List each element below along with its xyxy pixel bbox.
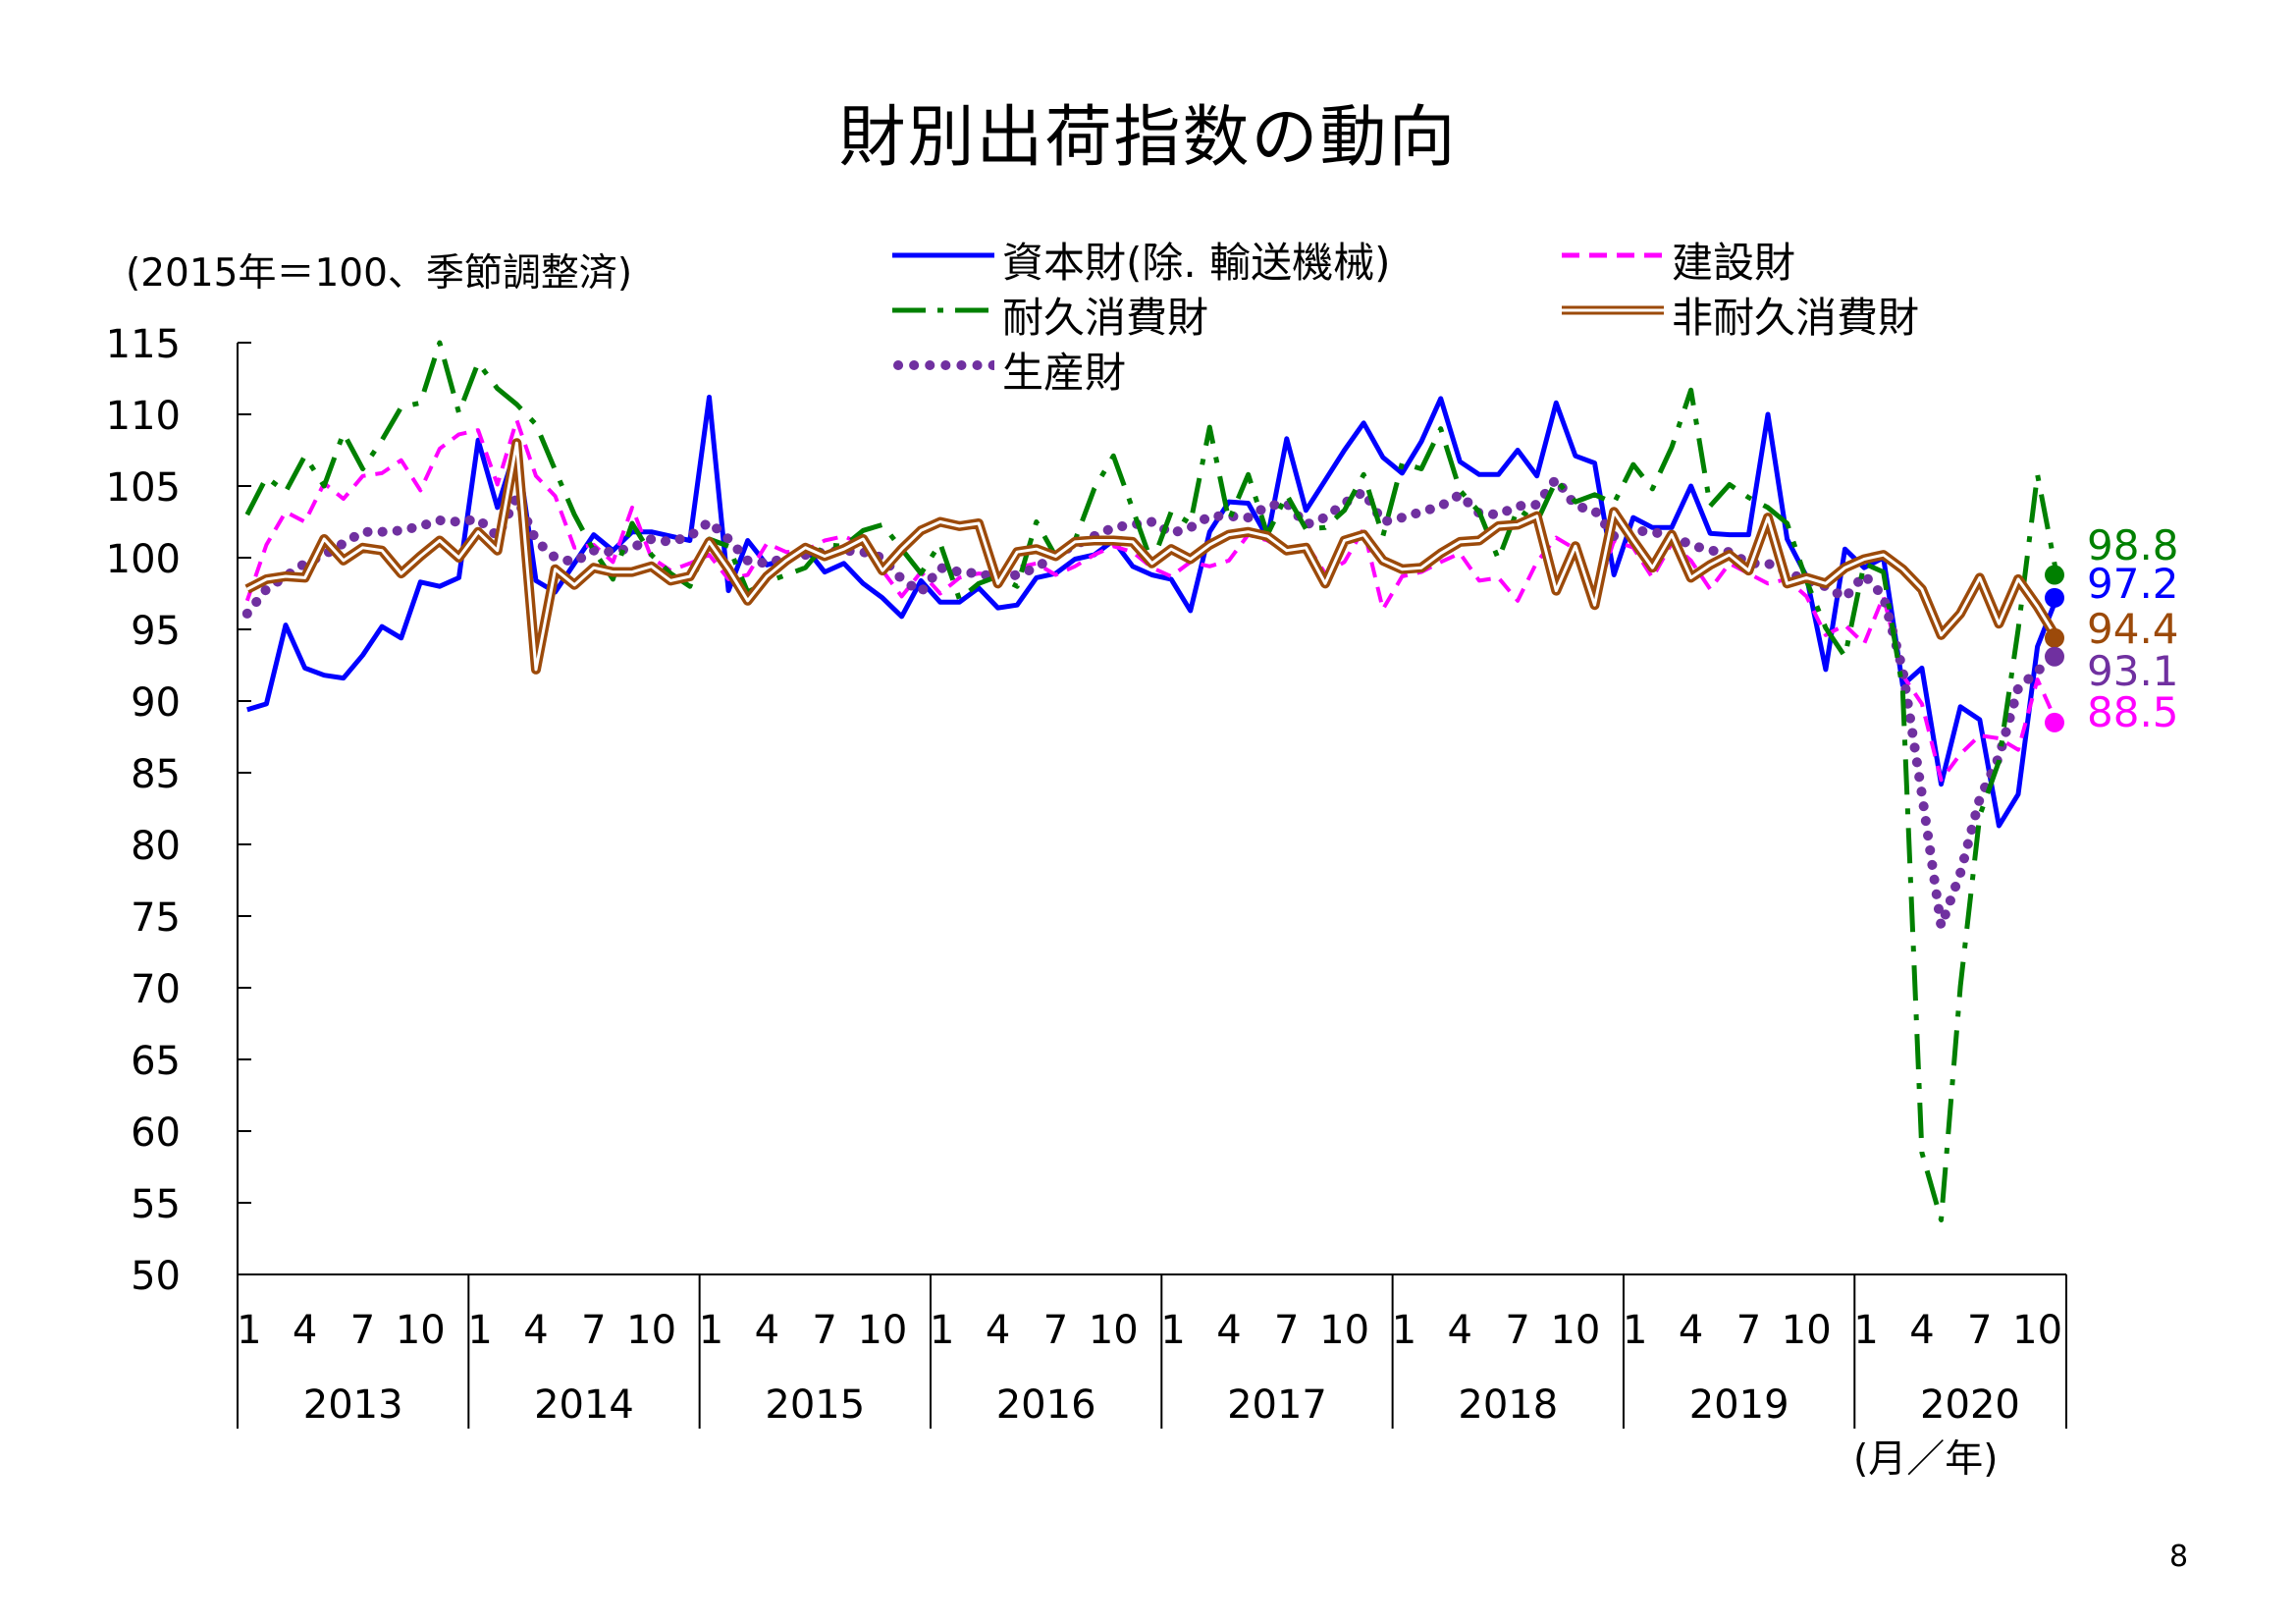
legend-label-nondurable-consumer-goods: 非耐久消費財 — [1672, 294, 1920, 342]
series-3-line-inner — [246, 441, 2058, 672]
series-0-end-label: 97.2 — [2087, 560, 2179, 608]
y-tick-label: 75 — [131, 895, 181, 941]
legend-item-durable-consumer-goods: 耐久消費財 — [892, 285, 1209, 345]
y-tick-label: 60 — [131, 1110, 181, 1156]
legend-label-durable-consumer-goods: 耐久消費財 — [1002, 294, 1209, 342]
y-tick-label: 70 — [131, 967, 181, 1012]
series-4-line — [241, 473, 2062, 932]
x-year-label: 2020 — [1920, 1382, 2020, 1428]
legend-item-producer-goods: 生産財 — [893, 340, 1127, 400]
y-tick-label: 85 — [131, 752, 181, 797]
x-month-tick-label: 7 — [1274, 1308, 1299, 1353]
x-year-label: 2013 — [303, 1382, 403, 1428]
series-4-end-label: 93.1 — [2087, 647, 2179, 695]
x-month-tick-label: 4 — [523, 1308, 548, 1353]
x-year-label: 2019 — [1689, 1382, 1789, 1428]
x-month-tick-label: 4 — [755, 1308, 779, 1353]
legend-label-producer-goods: 生産財 — [1002, 349, 1127, 397]
y-tick-label: 90 — [131, 680, 181, 726]
y-tick-label: 115 — [106, 322, 181, 367]
y-tick-label: 80 — [131, 824, 181, 869]
x-month-tick-label: 4 — [293, 1308, 317, 1353]
y-tick-label: 50 — [131, 1254, 181, 1299]
legend-swatch-nondurable-consumer-goods — [1562, 305, 1664, 315]
y-tick-label: 105 — [106, 465, 181, 511]
series-2-end-label: 98.8 — [2087, 521, 2179, 569]
x-month-tick-label: 4 — [1448, 1308, 1472, 1353]
x-month-tick-label: 1 — [1392, 1308, 1416, 1353]
x-month-tick-label: 10 — [1319, 1308, 1369, 1353]
x-month-tick-label: 1 — [1160, 1308, 1185, 1353]
y-tick-label: 65 — [131, 1039, 181, 1084]
legend-item-capital-goods: 資本財(除. 輸送機械) — [892, 230, 1391, 290]
legend-label-construction-goods: 建設財 — [1672, 239, 1796, 287]
y-axis-unit-label: (2015年＝100、季節調整済) — [126, 251, 633, 296]
x-month-tick-label: 10 — [857, 1308, 907, 1353]
x-month-tick-label: 7 — [812, 1308, 836, 1353]
x-month-tick-label: 10 — [1089, 1308, 1139, 1353]
legend-item-construction-goods: 建設財 — [1562, 230, 1796, 290]
legend-item-nondurable-consumer-goods: 非耐久消費財 — [1562, 285, 1920, 345]
x-month-tick-label: 1 — [237, 1308, 261, 1353]
series-2-end-marker — [2045, 565, 2064, 585]
x-year-label: 2014 — [534, 1382, 634, 1428]
x-year-label: 2016 — [996, 1382, 1096, 1428]
x-year-label: 2017 — [1227, 1382, 1327, 1428]
x-month-tick-label: 7 — [1736, 1308, 1761, 1353]
x-month-tick-label: 10 — [396, 1308, 446, 1353]
x-month-tick-label: 4 — [986, 1308, 1010, 1353]
x-month-tick-label: 1 — [699, 1308, 723, 1353]
legend-label-capital-goods: 資本財(除. 輸送機械) — [1002, 239, 1391, 287]
x-month-tick-label: 7 — [1043, 1308, 1068, 1353]
chart-title: 財別出荷指数の動向 — [838, 99, 1458, 177]
x-year-label: 2015 — [765, 1382, 865, 1428]
x-month-tick-label: 7 — [350, 1308, 375, 1353]
series-1-end-marker — [2045, 712, 2064, 732]
x-axis-unit-label: (月／年) — [1853, 1437, 1999, 1482]
series-3-end-marker — [2045, 627, 2064, 648]
x-month-tick-label: 10 — [1550, 1308, 1600, 1353]
x-month-tick-label: 1 — [467, 1308, 492, 1353]
legend-swatch-construction-goods — [1562, 252, 1664, 258]
x-month-tick-label: 1 — [930, 1308, 954, 1353]
series-0-end-marker — [2045, 587, 2064, 608]
y-tick-label: 110 — [106, 394, 181, 439]
page-number: 8 — [2169, 1540, 2189, 1574]
x-month-tick-label: 1 — [1853, 1308, 1878, 1353]
x-month-tick-label: 10 — [626, 1308, 676, 1353]
y-tick-label: 95 — [131, 609, 181, 654]
y-tick-label: 55 — [131, 1182, 181, 1227]
legend-swatch-producer-goods — [893, 360, 994, 370]
x-month-tick-label: 10 — [1782, 1308, 1832, 1353]
x-month-tick-label: 7 — [1967, 1308, 1992, 1353]
y-tick-label: 100 — [106, 537, 181, 582]
x-year-label: 2018 — [1458, 1382, 1558, 1428]
x-month-tick-label: 10 — [2012, 1308, 2062, 1353]
legend-swatch-capital-goods — [892, 252, 994, 258]
x-month-tick-label: 7 — [1505, 1308, 1529, 1353]
x-month-tick-label: 7 — [581, 1308, 606, 1353]
x-month-tick-label: 4 — [1216, 1308, 1241, 1353]
x-month-tick-label: 1 — [1623, 1308, 1647, 1353]
series-4-end-marker — [2045, 646, 2064, 667]
series-3-end-label: 94.4 — [2087, 605, 2179, 653]
x-month-tick-label: 4 — [1909, 1308, 1934, 1353]
x-month-tick-label: 4 — [1679, 1308, 1703, 1353]
series-1-line — [244, 417, 2059, 783]
series-1-end-label: 88.5 — [2087, 688, 2179, 736]
legend-swatch-durable-consumer-goods — [892, 307, 994, 313]
